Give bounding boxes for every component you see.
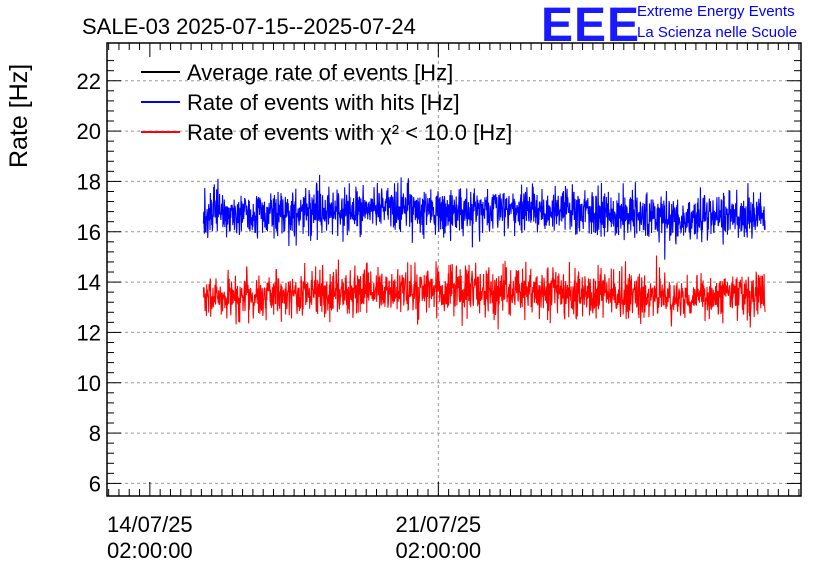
y-tick-label: 14: [77, 270, 101, 295]
y-tick-label: 18: [77, 169, 101, 194]
y-tick-label: 20: [77, 119, 101, 144]
x-tick-time-label: 02:00:00: [107, 538, 193, 563]
y-tick-label: 8: [89, 421, 101, 446]
y-axis-label: Rate [Hz]: [5, 64, 33, 168]
eee-logo: EEE: [541, 0, 641, 52]
x-tick-date-label: 14/07/25: [107, 512, 193, 537]
series-hits-rate: [202, 174, 766, 260]
legend-entry-label: Rate of events with χ² < 10.0 [Hz]: [187, 120, 512, 145]
chart-title: SALE-03 2025-07-15--2025-07-24: [82, 14, 416, 39]
series-line-chi2: [202, 255, 766, 330]
x-tick-time-label: 02:00:00: [396, 538, 482, 563]
series-line-hits: [202, 174, 766, 260]
series-chi2-rate: [202, 255, 766, 330]
grid-lines: [107, 43, 801, 496]
x-tick-date-label: 21/07/25: [396, 512, 482, 537]
y-tick-label: 22: [77, 69, 101, 94]
y-tick-label: 10: [77, 371, 101, 396]
y-axis: 6 8 10 12 14 16 18 20 22: [77, 60, 801, 496]
legend-entry-label: Rate of events with hits [Hz]: [187, 90, 460, 115]
legend: Average rate of events [Hz] Rate of event…: [141, 60, 512, 145]
y-tick-label: 6: [89, 471, 101, 496]
logo-line-2: La Scienza nelle Scuole: [637, 24, 798, 41]
plot-frame: [106, 42, 802, 497]
logo-line-1: Extreme Energy Events: [637, 3, 795, 20]
y-tick-label: 12: [77, 320, 101, 345]
y-tick-label: 16: [77, 220, 101, 245]
legend-entry-label: Average rate of events [Hz]: [187, 60, 453, 85]
